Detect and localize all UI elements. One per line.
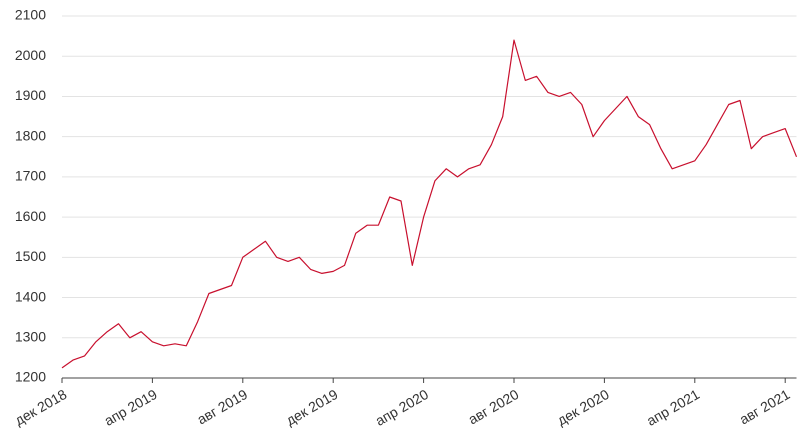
y-tick-label: 1500: [15, 248, 46, 264]
x-tick-label: апр 2019: [101, 386, 160, 429]
x-tick-label: авг 2020: [465, 386, 521, 428]
y-tick-label: 1800: [15, 127, 46, 143]
x-tick-label: дек 2020: [554, 386, 612, 429]
y-tick-label: 2100: [15, 7, 46, 23]
y-tick-label: 1200: [15, 369, 46, 385]
x-tick-label: авг 2019: [194, 386, 250, 428]
x-tick-label: авг 2021: [737, 386, 793, 428]
y-tick-label: 1900: [15, 87, 46, 103]
price-line: [61, 39, 798, 369]
x-tick-label: апр 2020: [373, 386, 432, 429]
y-tick-label: 1700: [15, 168, 46, 184]
y-tick-label: 1600: [15, 208, 46, 224]
x-tick-label: дек 2018: [12, 386, 70, 429]
y-tick-label: 2000: [15, 47, 46, 63]
y-tick-label: 1300: [15, 328, 46, 344]
x-tick-label: апр 2021: [644, 386, 703, 429]
y-tick-label: 1400: [15, 288, 46, 304]
x-tick-label: дек 2019: [283, 386, 341, 429]
